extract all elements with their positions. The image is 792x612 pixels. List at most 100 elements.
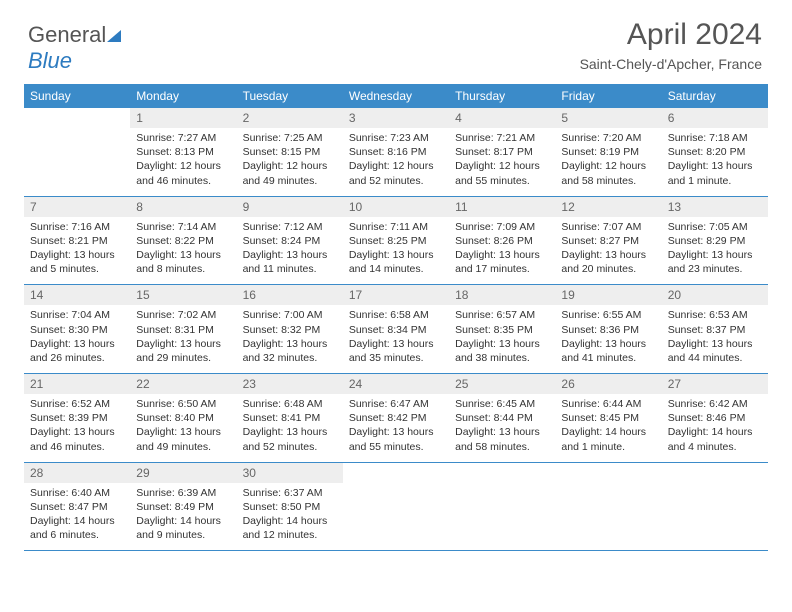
day-header: Tuesday xyxy=(237,84,343,108)
day-header: Wednesday xyxy=(343,84,449,108)
sunrise-text: Sunrise: 7:14 AM xyxy=(136,221,216,233)
daylight-text: Daylight: 13 hours and 11 minutes. xyxy=(243,249,328,275)
day-cell: Sunrise: 7:12 AMSunset: 8:24 PMDaylight:… xyxy=(237,217,343,285)
sunrise-text: Sunrise: 6:37 AM xyxy=(243,487,323,499)
day-number: 15 xyxy=(130,285,236,306)
sunrise-text: Sunrise: 6:42 AM xyxy=(668,398,748,410)
daylight-text: Daylight: 13 hours and 5 minutes. xyxy=(30,249,115,275)
sunset-text: Sunset: 8:27 PM xyxy=(561,235,639,247)
sunset-text: Sunset: 8:32 PM xyxy=(243,324,321,336)
sunset-text: Sunset: 8:40 PM xyxy=(136,412,214,424)
day-number: 26 xyxy=(555,374,661,395)
sunrise-text: Sunrise: 7:20 AM xyxy=(561,132,641,144)
sunrise-text: Sunrise: 7:12 AM xyxy=(243,221,323,233)
day-number-empty xyxy=(662,462,768,483)
sunrise-text: Sunrise: 7:02 AM xyxy=(136,309,216,321)
day-cell: Sunrise: 6:39 AMSunset: 8:49 PMDaylight:… xyxy=(130,483,236,551)
daylight-text: Daylight: 13 hours and 8 minutes. xyxy=(136,249,221,275)
daylight-text: Daylight: 13 hours and 58 minutes. xyxy=(455,426,540,452)
day-number: 24 xyxy=(343,374,449,395)
day-number: 18 xyxy=(449,285,555,306)
sunrise-text: Sunrise: 7:21 AM xyxy=(455,132,535,144)
sunset-text: Sunset: 8:39 PM xyxy=(30,412,108,424)
day-cell xyxy=(449,483,555,551)
sunset-text: Sunset: 8:44 PM xyxy=(455,412,533,424)
day-number: 5 xyxy=(555,108,661,128)
sunrise-text: Sunrise: 7:16 AM xyxy=(30,221,110,233)
sunset-text: Sunset: 8:31 PM xyxy=(136,324,214,336)
daylight-text: Daylight: 12 hours and 55 minutes. xyxy=(455,160,540,186)
day-number-empty xyxy=(24,108,130,128)
day-number: 20 xyxy=(662,285,768,306)
day-cell: Sunrise: 6:50 AM Sunset: 8:40 PM Daylight:… xyxy=(130,394,236,462)
logo-part1: General xyxy=(28,22,106,47)
day-number: 13 xyxy=(662,196,768,217)
sunset-text: Sunset: 8:46 PM xyxy=(668,412,746,424)
sunrise-text: Sunrise: 7:09 AM xyxy=(455,221,535,233)
day-number: 10 xyxy=(343,196,449,217)
day-cell: Sunrise: 7:23 AMSunset: 8:16 PMDaylight:… xyxy=(343,128,449,196)
sunset-text: Sunset: 8:26 PM xyxy=(455,235,533,247)
day-cell: Sunrise: 6:44 AM Sunset: 8:45 PM Daylight:… xyxy=(555,394,661,462)
daylight-text: Daylight: 14 hours and 1 minute. xyxy=(561,426,646,452)
sunrise-text: Sunrise: 6:47 AM xyxy=(349,398,429,410)
day-number-empty xyxy=(449,462,555,483)
sunrise-text: Sunrise: 7:05 AM xyxy=(668,221,748,233)
day-header: Monday xyxy=(130,84,236,108)
sunrise-text: Sunrise: 6:53 AM xyxy=(668,309,748,321)
sunset-text: Sunset: 8:21 PM xyxy=(30,235,108,247)
day-cell: Sunrise: 6:45 AM Sunset: 8:44 PM Daylight:… xyxy=(449,394,555,462)
daylight-text: Daylight: 13 hours and 49 minutes. xyxy=(136,426,221,452)
day-cell: Sunrise: 6:47 AMSunset: 8:42 PMDaylight:… xyxy=(343,394,449,462)
sunset-text: Sunset: 8:15 PM xyxy=(243,146,321,158)
day-number: 8 xyxy=(130,196,236,217)
day-number: 17 xyxy=(343,285,449,306)
sunset-text: Sunset: 8:45 PM xyxy=(561,412,639,424)
sunset-text: Sunset: 8:42 PM xyxy=(349,412,427,424)
day-number: 27 xyxy=(662,374,768,395)
sunset-text: Sunset: 8:13 PM xyxy=(136,146,214,158)
day-cell: Sunrise: 7:14 AMSunset: 8:22 PMDaylight:… xyxy=(130,217,236,285)
sunset-text: Sunset: 8:25 PM xyxy=(349,235,427,247)
day-header: Friday xyxy=(555,84,661,108)
day-cell: Sunrise: 6:52 AMSunset: 8:39 PMDaylight:… xyxy=(24,394,130,462)
day-cell: Sunrise: 6:48 AMSunset: 8:41 PMDaylight:… xyxy=(237,394,343,462)
daylight-text: Daylight: 13 hours and 20 minutes. xyxy=(561,249,646,275)
daylight-text: Daylight: 13 hours and 35 minutes. xyxy=(349,338,434,364)
sunset-text: Sunset: 8:17 PM xyxy=(455,146,533,158)
logo: General Blue xyxy=(28,22,121,74)
week-content-row: Sunrise: 6:40 AMSunset: 8:47 PMDaylight:… xyxy=(24,483,768,551)
daylight-text: Daylight: 13 hours and 32 minutes. xyxy=(243,338,328,364)
day-cell: Sunrise: 7:20 AM Sunset: 8:19 PM Daylight:… xyxy=(555,128,661,196)
week-content-row: Sunrise: 7:04 AMSunset: 8:30 PMDaylight:… xyxy=(24,305,768,373)
daylight-text: Daylight: 14 hours and 6 minutes. xyxy=(30,515,115,541)
day-number: 28 xyxy=(24,462,130,483)
sunrise-text: Sunrise: 6:50 AM xyxy=(136,398,216,410)
daylight-text: Daylight: 12 hours and 58 minutes. xyxy=(561,160,646,186)
sunset-text: Sunset: 8:29 PM xyxy=(668,235,746,247)
sunrise-text: Sunrise: 7:00 AM xyxy=(243,309,323,321)
daynum-row: 78910111213 xyxy=(24,196,768,217)
sunrise-text: Sunrise: 6:45 AM xyxy=(455,398,535,410)
daylight-text: Daylight: 13 hours and 23 minutes. xyxy=(668,249,753,275)
sunset-text: Sunset: 8:36 PM xyxy=(561,324,639,336)
month-title: April 2024 xyxy=(580,18,762,52)
daynum-row: 123456 xyxy=(24,108,768,128)
day-header: Thursday xyxy=(449,84,555,108)
daylight-text: Daylight: 13 hours and 46 minutes. xyxy=(30,426,115,452)
day-number-empty xyxy=(555,462,661,483)
daylight-text: Daylight: 13 hours and 41 minutes. xyxy=(561,338,646,364)
sunset-text: Sunset: 8:16 PM xyxy=(349,146,427,158)
sunset-text: Sunset: 8:19 PM xyxy=(561,146,639,158)
sunrise-text: Sunrise: 6:44 AM xyxy=(561,398,641,410)
sunset-text: Sunset: 8:20 PM xyxy=(668,146,746,158)
day-cell xyxy=(24,128,130,196)
day-cell: Sunrise: 7:25 AMSunset: 8:15 PMDaylight:… xyxy=(237,128,343,196)
day-cell: Sunrise: 7:11 AMSunset: 8:25 PMDaylight:… xyxy=(343,217,449,285)
daylight-text: Daylight: 12 hours and 46 minutes. xyxy=(136,160,221,186)
day-number: 21 xyxy=(24,374,130,395)
day-cell: Sunrise: 6:55 AMSunset: 8:36 PMDaylight:… xyxy=(555,305,661,373)
sunset-text: Sunset: 8:49 PM xyxy=(136,501,214,513)
daylight-text: Daylight: 12 hours and 52 minutes. xyxy=(349,160,434,186)
day-cell: Sunrise: 7:02 AMSunset: 8:31 PMDaylight:… xyxy=(130,305,236,373)
